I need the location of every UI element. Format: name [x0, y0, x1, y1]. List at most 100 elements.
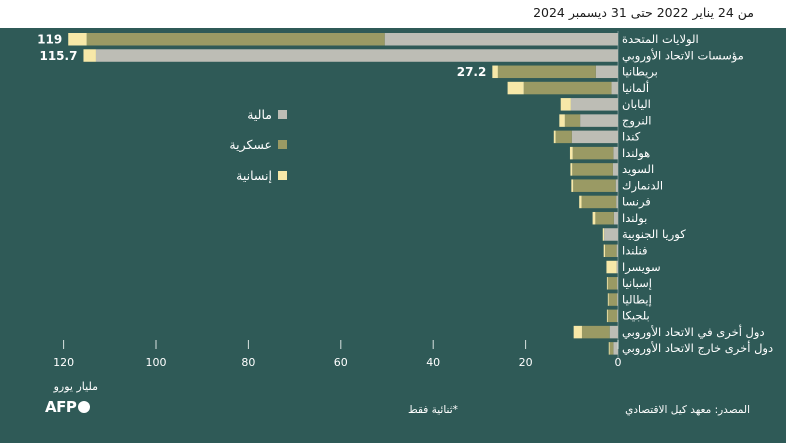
category-label: الولايات المتحدة — [622, 32, 699, 47]
bar-segment — [553, 130, 556, 144]
bar-segment — [581, 325, 610, 339]
bar-segment — [607, 277, 618, 290]
category-label: النروج — [622, 113, 652, 128]
bar-segment — [602, 228, 605, 241]
bar-segment — [570, 163, 573, 176]
bar-segment — [607, 293, 609, 306]
bar-segment — [612, 163, 618, 176]
bar-segment — [384, 33, 618, 46]
bar-segment — [613, 211, 618, 225]
category-label: اليابان — [622, 97, 651, 111]
bar-segment — [555, 130, 572, 144]
x-tick-label: 60 — [334, 356, 348, 369]
category-label: الدنمارك — [622, 178, 663, 193]
bar-segment — [617, 277, 618, 290]
x-axis-ticks: 0 20 40 60 80 100 120 — [53, 340, 622, 369]
bar-segment — [616, 260, 618, 274]
bar-segment — [572, 163, 613, 176]
x-axis-label: مليار يورو — [53, 380, 98, 393]
bar-segment — [95, 49, 618, 62]
category-label: كوريا الجنوبية — [622, 227, 686, 242]
afp-logo-text: AFP — [45, 398, 77, 416]
category-label: دول أخرى في الاتحاد الأوروبي — [622, 324, 765, 340]
bar-segment — [564, 114, 581, 127]
bar-segment — [569, 146, 573, 160]
category-label: بلجيكا — [622, 309, 650, 323]
category-label: دول أخرى خارج الاتحاد الأوروبي — [622, 340, 773, 356]
bar-segment — [617, 309, 618, 323]
bar-segment — [605, 244, 617, 258]
bar-segment — [607, 309, 618, 323]
bar-segment — [571, 179, 574, 192]
x-tick-label: 80 — [241, 356, 255, 369]
bar-segment — [609, 325, 618, 339]
afp-logo: AFP — [45, 398, 91, 416]
bar-segment — [606, 260, 617, 274]
bar-segment — [608, 342, 610, 355]
legend-label: إنسانية — [236, 168, 272, 183]
category-label: كندا — [622, 130, 641, 144]
bar-segment — [579, 195, 582, 209]
bar-segment — [615, 179, 618, 192]
category-label: بولندا — [622, 211, 647, 226]
legend-label: مالية — [247, 107, 272, 122]
category-label: إسبانيا — [622, 276, 652, 290]
bar-segment — [595, 65, 618, 79]
bar-segment — [608, 293, 618, 306]
value-annotation: 119 — [37, 33, 62, 47]
bar-segment — [617, 293, 618, 306]
legend-swatch — [278, 110, 287, 119]
bar-segment — [603, 244, 606, 258]
category-label: فرنسا — [622, 195, 651, 210]
category-label: فنلندا — [622, 244, 647, 258]
right-edge — [786, 0, 790, 446]
x-tick-label: 0 — [615, 356, 622, 369]
legend-swatch — [278, 140, 287, 149]
bar-segment — [507, 81, 524, 95]
category-label: إيطاليا — [622, 292, 652, 306]
x-tick-label: 20 — [519, 356, 533, 369]
bar-segment — [613, 146, 618, 160]
bar-segment — [573, 179, 616, 192]
x-tick-label: 120 — [53, 356, 74, 369]
footnote: *ثنائية فقط — [408, 404, 458, 416]
bar-segment — [613, 342, 618, 355]
bar-segment — [83, 49, 96, 62]
header-bar: من 24 يناير 2022 حتى 31 ديسمبر 2024 — [0, 0, 790, 28]
bar-segment — [572, 146, 614, 160]
bar-segment — [616, 195, 618, 209]
category-label: السويد — [622, 162, 654, 177]
bar-segment — [611, 81, 618, 95]
bar-segment — [609, 342, 614, 355]
bar-segment — [573, 325, 582, 339]
bar-segment — [497, 65, 596, 79]
value-annotations: 119 115.7 27.2 — [37, 33, 486, 80]
bar-segment — [604, 228, 618, 241]
source-note: المصدر: معهد كيل الاقتصادي — [625, 404, 750, 416]
bar-segment — [580, 114, 618, 127]
bar-segment — [570, 98, 618, 111]
category-label: سويسرا — [622, 260, 661, 275]
bar-segment — [592, 211, 596, 225]
bar-segment — [86, 33, 385, 46]
bar-segment — [606, 277, 608, 290]
x-tick-label: 40 — [426, 356, 440, 369]
bar-segment — [581, 195, 617, 209]
category-label: ألمانيا — [622, 80, 649, 95]
afp-logo-dot-icon — [78, 401, 91, 413]
category-label: هولندا — [622, 146, 650, 161]
bars — [68, 33, 618, 355]
value-annotation: 115.7 — [39, 49, 77, 63]
legend: مالية عسكرية إنسانية — [229, 107, 287, 183]
bottom-edge — [0, 443, 790, 446]
bar-segment — [492, 65, 498, 79]
category-label: مؤسسات الاتحاد الأوروبي — [622, 48, 744, 63]
chart-subtitle: من 24 يناير 2022 حتى 31 ديسمبر 2024 — [533, 5, 754, 20]
x-tick-label: 100 — [146, 356, 167, 369]
bar-segment — [560, 98, 571, 111]
legend-label: عسكرية — [229, 137, 272, 153]
bar-segment — [571, 130, 618, 144]
value-annotation: 27.2 — [457, 65, 487, 79]
